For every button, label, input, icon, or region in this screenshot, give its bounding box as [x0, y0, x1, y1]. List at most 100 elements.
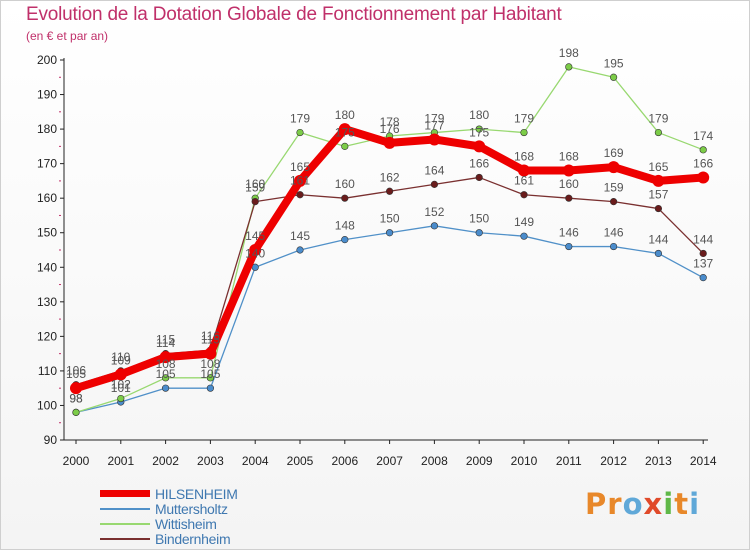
data-point-muttersholtz	[386, 229, 394, 237]
data-label-muttersholtz: 150	[380, 212, 400, 226]
logo-letter: o	[622, 487, 644, 521]
data-label-hilsenheim: 105	[66, 367, 86, 381]
data-label-bindernheim: 159	[604, 181, 624, 195]
data-point-hilsenheim	[383, 136, 396, 149]
logo-letter: x	[643, 487, 664, 521]
data-label-hilsenheim: 115	[201, 333, 220, 347]
legend-item-hilsenheim: HILSENHEIM	[100, 486, 360, 502]
legend-label-hilsenheim: HILSENHEIM	[155, 486, 238, 502]
data-point-hilsenheim	[114, 368, 127, 381]
legend-item-muttersholtz: Muttersholtz	[100, 501, 360, 517]
data-label-bindernheim: 157	[648, 188, 668, 202]
data-point-bindernheim	[341, 194, 349, 202]
data-label-hilsenheim: 177	[424, 118, 444, 132]
data-label-muttersholtz: 137	[693, 257, 713, 271]
data-point-wittisheim	[162, 374, 170, 382]
data-label-muttersholtz: 98	[69, 391, 83, 405]
x-tick-label: 2012	[600, 454, 627, 468]
data-point-muttersholtz	[699, 274, 707, 282]
data-label-bindernheim: 160	[559, 177, 579, 191]
legend-swatch-bindernheim	[100, 538, 150, 540]
data-label-wittisheim: 180	[469, 108, 489, 122]
data-point-wittisheim	[117, 394, 125, 403]
data-label-bindernheim: 144	[693, 232, 713, 246]
y-tick-label: 130	[37, 295, 57, 309]
chart-legend: HILSENHEIM Muttersholtz Wittisheim Binde…	[100, 486, 360, 547]
data-label-hilsenheim: 165	[290, 160, 310, 174]
y-tick-label: 150	[37, 226, 57, 240]
chart-subtitle: (en € et par an)	[26, 29, 109, 43]
data-point-bindernheim	[386, 187, 394, 195]
proxiti-logo[interactable]: Proxiti	[585, 487, 700, 521]
data-label-muttersholtz: 145	[290, 229, 310, 243]
data-point-wittisheim	[296, 128, 304, 137]
data-label-bindernheim: 116	[201, 329, 220, 343]
data-point-bindernheim	[699, 249, 707, 258]
legend-item-wittisheim: Wittisheim	[100, 516, 360, 532]
data-label-hilsenheim: 114	[156, 336, 175, 350]
data-label-wittisheim: 174	[693, 129, 713, 143]
data-point-bindernheim	[296, 191, 304, 199]
data-point-muttersholtz	[430, 222, 439, 230]
data-point-hilsenheim	[338, 123, 351, 136]
logo-letter: r	[607, 487, 623, 521]
x-tick-label: 2006	[331, 454, 358, 468]
data-label-wittisheim: 179	[424, 112, 444, 126]
data-point-muttersholtz	[565, 242, 573, 251]
data-label-wittisheim: 195	[604, 56, 624, 70]
y-tick-label: 200	[37, 53, 57, 67]
y-tick-label: 180	[37, 122, 57, 136]
x-tick-label: 2009	[466, 454, 493, 468]
data-label-wittisheim: 108	[200, 357, 220, 371]
logo-letter: P	[585, 487, 608, 521]
x-tick-label: 2003	[197, 454, 224, 468]
legend-label-wittisheim: Wittisheim	[155, 516, 217, 532]
y-tick-label: 120	[37, 329, 57, 343]
data-label-muttersholtz: 148	[335, 219, 355, 233]
legend-swatch-wittisheim	[100, 523, 150, 525]
data-label-muttersholtz: 146	[559, 226, 579, 240]
data-point-wittisheim	[206, 374, 214, 382]
y-tick-label: 190	[37, 88, 57, 102]
data-label-muttersholtz: 150	[469, 212, 489, 226]
data-point-wittisheim	[699, 146, 707, 154]
data-label-hilsenheim: 109	[111, 353, 131, 367]
data-point-bindernheim	[251, 198, 259, 206]
y-tick-label: 170	[37, 157, 57, 171]
x-tick-label: 2000	[63, 454, 90, 468]
x-tick-label: 2011	[556, 454, 582, 468]
x-tick-label: 2010	[511, 454, 538, 468]
data-label-hilsenheim: 166	[693, 156, 713, 170]
series-line-muttersholtz	[75, 225, 704, 414]
data-point-hilsenheim	[562, 164, 575, 177]
x-tick-label: 2013	[645, 454, 672, 468]
data-point-muttersholtz	[206, 384, 214, 392]
data-label-bindernheim: 159	[245, 181, 265, 195]
logo-letter: t	[674, 487, 690, 521]
data-label-hilsenheim: 175	[469, 125, 489, 139]
legend-item-bindernheim: Bindernheim	[100, 531, 360, 547]
x-tick-label: 2004	[242, 454, 269, 468]
data-point-wittisheim	[475, 125, 483, 133]
data-label-hilsenheim: 168	[514, 150, 534, 164]
data-point-muttersholtz	[520, 232, 528, 240]
data-label-muttersholtz: 144	[648, 232, 668, 246]
data-label-wittisheim: 175	[335, 125, 355, 139]
data-label-wittisheim: 160	[245, 177, 265, 191]
data-point-wittisheim	[341, 142, 349, 150]
x-tick-label: 2002	[152, 454, 179, 468]
data-point-hilsenheim	[204, 347, 217, 360]
data-label-bindernheim: 166	[469, 156, 489, 170]
data-label-bindernheim: 164	[424, 163, 444, 177]
data-label-bindernheim: 110	[111, 350, 130, 364]
data-label-muttersholtz: 105	[200, 367, 220, 381]
data-label-muttersholtz: 149	[514, 215, 534, 229]
data-label-wittisheim: 179	[648, 112, 668, 126]
data-point-hilsenheim	[294, 174, 306, 187]
data-point-muttersholtz	[162, 384, 170, 392]
y-tick-label: 140	[37, 260, 57, 274]
data-label-hilsenheim: 180	[335, 108, 355, 122]
data-label-wittisheim: 198	[559, 46, 579, 60]
data-point-wittisheim	[609, 73, 618, 81]
